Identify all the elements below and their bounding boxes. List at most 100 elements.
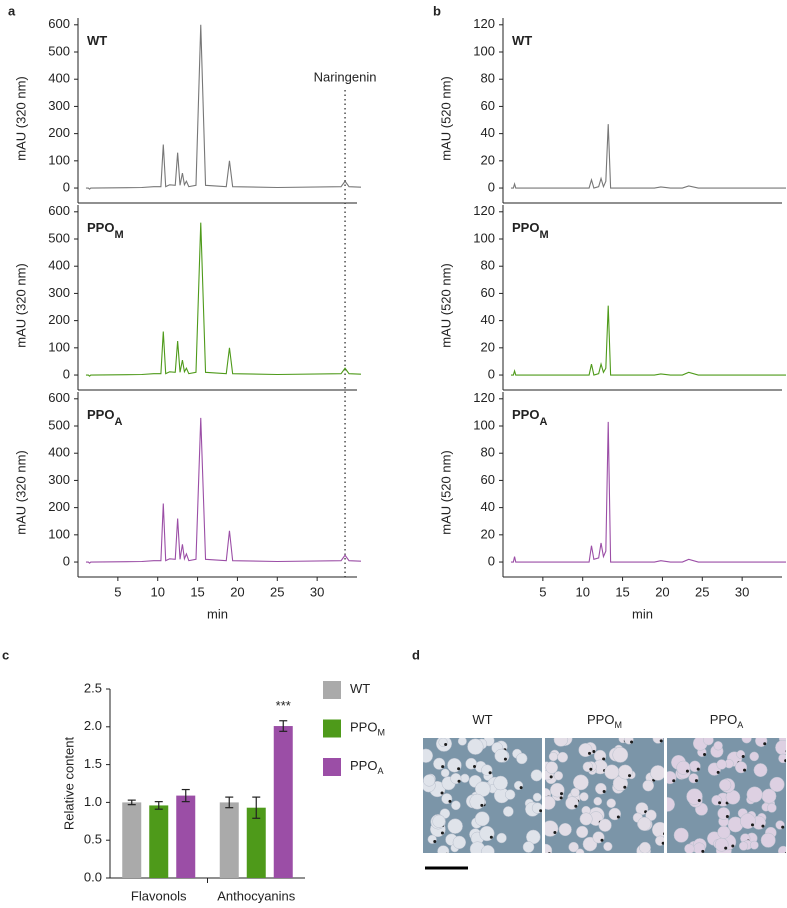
photo-title-main: PPO bbox=[587, 712, 614, 727]
seed bbox=[522, 841, 535, 853]
y-tick-label: 80 bbox=[481, 258, 495, 273]
legend-label-sub: M bbox=[377, 728, 385, 738]
seed bbox=[642, 779, 655, 792]
x-tick-label: 15 bbox=[190, 584, 204, 599]
seed-spot bbox=[728, 852, 729, 853]
seed bbox=[447, 757, 462, 773]
panel-title: WT bbox=[87, 33, 107, 48]
y-tick-label: 60 bbox=[481, 472, 495, 487]
y-tick-label: 100 bbox=[473, 43, 495, 58]
y-tick-label: 80 bbox=[481, 71, 495, 86]
seed bbox=[738, 841, 749, 851]
x-tick-label: Anthocyanins bbox=[217, 888, 296, 903]
panel-title-main: WT bbox=[512, 33, 532, 48]
photo bbox=[667, 738, 786, 853]
y-tick-label: 0 bbox=[488, 553, 495, 568]
seed bbox=[749, 840, 759, 850]
seed-spot bbox=[592, 749, 596, 753]
chromatogram-line bbox=[85, 417, 362, 564]
y-tick-label: 0 bbox=[488, 366, 495, 381]
y-tick-label: 300 bbox=[48, 472, 70, 487]
panel-title-sub: A bbox=[539, 416, 547, 428]
seed bbox=[460, 773, 470, 783]
chromatogram-line bbox=[510, 305, 786, 376]
y-tick-label: 200 bbox=[48, 312, 70, 327]
x-tick-label: 10 bbox=[575, 584, 589, 599]
seed bbox=[504, 789, 516, 800]
error-bar bbox=[225, 796, 234, 809]
seed-spot bbox=[784, 852, 786, 853]
seed bbox=[760, 832, 776, 848]
legend-label-sub: A bbox=[377, 766, 383, 776]
y-tick-label: 0 bbox=[63, 366, 70, 381]
photo-title-main: WT bbox=[472, 712, 492, 727]
y-tick-label: 40 bbox=[481, 499, 495, 514]
seed bbox=[778, 753, 786, 764]
seed-spot bbox=[628, 774, 632, 778]
y-tick-label: 200 bbox=[48, 125, 70, 140]
panel-title-sub: M bbox=[114, 229, 123, 241]
y-tick-label: 80 bbox=[481, 445, 495, 460]
seed bbox=[530, 769, 542, 782]
seed-spot bbox=[448, 799, 452, 803]
panel-label: a bbox=[8, 3, 16, 18]
panel-title-main: PPO bbox=[87, 220, 114, 235]
seed-spot bbox=[473, 764, 477, 768]
seed bbox=[716, 759, 727, 770]
y-tick-label: 0 bbox=[488, 179, 495, 194]
seed bbox=[598, 818, 612, 832]
seed-spot bbox=[616, 815, 620, 819]
y-tick-label: 400 bbox=[48, 71, 70, 86]
legend-label-main: PPO bbox=[350, 720, 377, 735]
seed bbox=[606, 798, 616, 808]
y-tick-label: 20 bbox=[481, 152, 495, 167]
seed bbox=[749, 751, 759, 762]
y-tick-label: 500 bbox=[48, 43, 70, 58]
y-tick-label: 0 bbox=[63, 553, 70, 568]
panel-title: WT bbox=[512, 33, 532, 48]
seed bbox=[423, 748, 433, 763]
seed bbox=[684, 843, 695, 853]
seed-spot bbox=[440, 791, 444, 795]
bar bbox=[122, 802, 142, 878]
y-tick-label: 0.5 bbox=[84, 832, 102, 847]
seed-spot bbox=[441, 765, 445, 769]
seed bbox=[479, 825, 495, 842]
seed bbox=[545, 843, 553, 853]
panel-title: PPOM bbox=[87, 220, 124, 240]
y-tick-label: 0.0 bbox=[84, 869, 102, 884]
seed bbox=[573, 774, 589, 791]
seed-spot bbox=[701, 849, 705, 853]
seed-spot bbox=[574, 804, 578, 808]
seed bbox=[603, 841, 613, 852]
seed-spot bbox=[560, 792, 564, 796]
seed-spot bbox=[785, 750, 786, 753]
significance-label: *** bbox=[276, 698, 291, 713]
panel-title: PPOM bbox=[512, 220, 549, 240]
seed-spot bbox=[602, 757, 606, 761]
bar bbox=[246, 807, 266, 878]
x-axis-label: min bbox=[207, 606, 228, 621]
y-axis-label: mAU (320 nm) bbox=[13, 76, 28, 161]
y-tick-label: 2.5 bbox=[84, 680, 102, 695]
y-tick-label: 600 bbox=[48, 203, 70, 218]
y-tick-label: 100 bbox=[473, 417, 495, 432]
seed-spot bbox=[725, 814, 729, 818]
seed-spot bbox=[433, 839, 437, 843]
seed-spot bbox=[630, 740, 634, 744]
bar bbox=[273, 726, 293, 878]
seed bbox=[568, 841, 579, 853]
seed bbox=[650, 765, 664, 781]
y-tick-label: 1.0 bbox=[84, 794, 102, 809]
seed bbox=[452, 835, 466, 850]
panel-title-main: PPO bbox=[512, 220, 539, 235]
seed bbox=[457, 738, 467, 746]
seed bbox=[753, 763, 768, 777]
photo bbox=[545, 738, 664, 853]
y-tick-label: 400 bbox=[48, 258, 70, 273]
seed-spot bbox=[602, 789, 606, 793]
seed bbox=[593, 796, 603, 806]
panel-title-main: PPO bbox=[512, 407, 539, 422]
photo bbox=[423, 738, 542, 853]
